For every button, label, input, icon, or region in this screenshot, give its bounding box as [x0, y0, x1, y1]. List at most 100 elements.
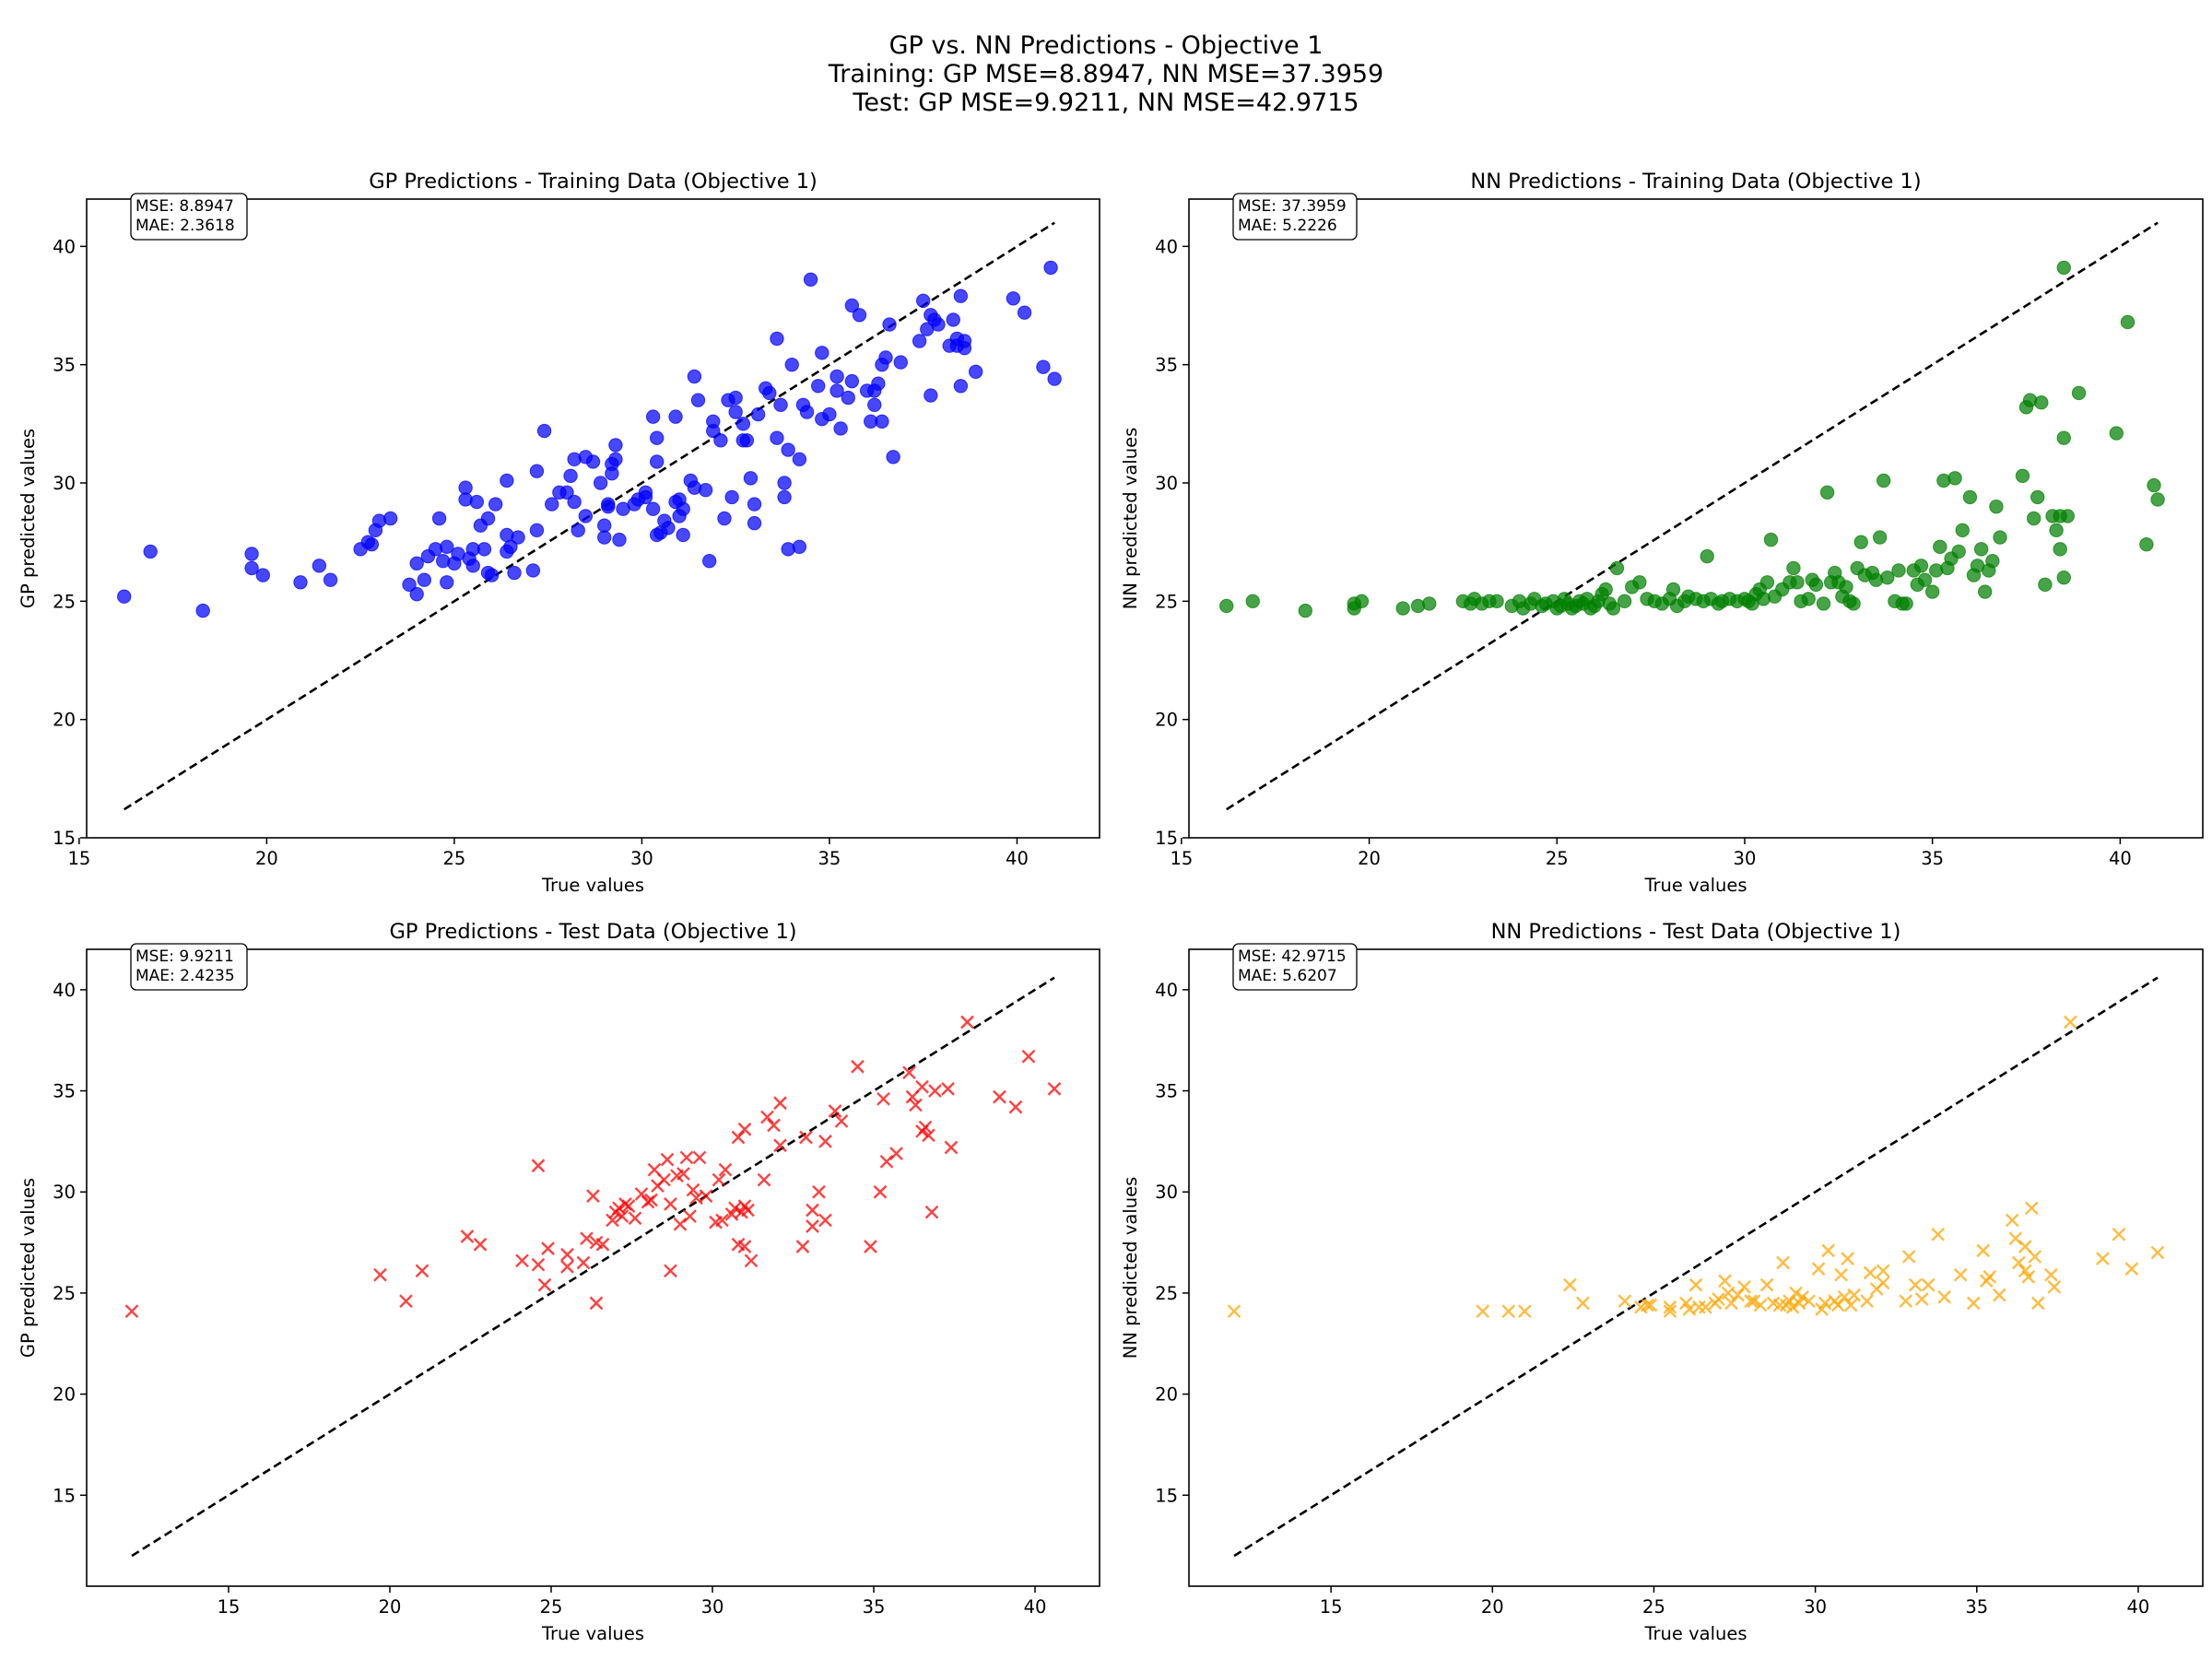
nn-train-ytick-label: 35 [1155, 355, 1178, 376]
gp-train-point [529, 523, 545, 538]
nn-train-point [2026, 511, 2041, 526]
nn-train-title: NN Predictions - Training Data (Objectiv… [1470, 170, 1921, 194]
nn-train-point [2109, 426, 2124, 441]
gp-train-point [1047, 371, 1062, 386]
gp-test-point [873, 1184, 888, 1199]
nn-train-ylabel: NN predicted values [1120, 428, 1141, 610]
nn-test-xtick-label: 15 [1320, 1596, 1343, 1618]
nn-test-point [1563, 1277, 1577, 1292]
gp-test-point [124, 1304, 139, 1319]
nn-test-mae-label: MAE: 5.6207 [1238, 967, 1337, 985]
nn-test-point [2124, 1262, 2139, 1276]
gp-test-point [589, 1296, 604, 1311]
nn-train-point [1245, 594, 1260, 609]
gp-train-point [777, 489, 792, 505]
nn-test-title: NN Predictions - Test Data (Objective 1) [1491, 920, 1901, 944]
nn-test-panel: 15 20 25 30 35 40 15 20 25 30 35 40 NN Predictions -… [1120, 920, 2204, 1644]
gp-train-point [833, 421, 848, 436]
gp-train-point [687, 369, 702, 384]
gp-test-xtick-label: 15 [218, 1596, 241, 1618]
gp-train-point [803, 272, 818, 287]
nn-train-point [1880, 570, 1895, 585]
nn-test-point [1724, 1296, 1738, 1311]
gp-train-point [867, 397, 882, 412]
nn-train-point [1700, 548, 1714, 564]
nn-test-point [2112, 1227, 2126, 1241]
gp-train-ytick-label: 15 [53, 828, 76, 849]
gp-test-point [924, 1205, 939, 1219]
nn-train-point [1917, 572, 1933, 587]
gp-test-point [812, 1184, 826, 1199]
gp-train-point [701, 554, 717, 569]
gp-train-point [645, 501, 661, 516]
nn-train-xtick-label: 25 [1546, 848, 1569, 869]
nn-test-identity-line [1233, 976, 2159, 1558]
nn-train-stats-frame [1232, 193, 1358, 241]
gp-train-point [750, 406, 766, 422]
gp-test-point [818, 1135, 832, 1148]
nn-test-point [1501, 1304, 1516, 1319]
gp-test-point [864, 1240, 877, 1253]
nn-test-xtick-label: 40 [2127, 1596, 2150, 1618]
nn-train-point [1872, 530, 1888, 545]
gp-train-point [747, 497, 762, 512]
gp-train-point [488, 497, 503, 512]
gp-train-point [770, 331, 784, 347]
gp-test-point [928, 1084, 942, 1098]
gp-train-point [507, 565, 522, 581]
gp-train-point [364, 537, 380, 552]
nn-test-point [1901, 1250, 1916, 1264]
nn-test-point [1747, 1294, 1761, 1309]
gp-train-point [811, 379, 826, 394]
gp-train-point [649, 454, 665, 469]
gp-train-point [875, 414, 889, 429]
nn-train-point [1985, 554, 2000, 569]
gp-test-ytick-label: 35 [53, 1081, 76, 1102]
gp-test-xlabel: True values [541, 1623, 644, 1644]
gp-test-point [902, 1065, 916, 1080]
gp-test-identity-line [131, 976, 1055, 1558]
nn-test-xtick-label: 25 [1642, 1596, 1665, 1618]
gp-train-axes-frame [86, 198, 1100, 839]
gp-train-point [480, 511, 496, 526]
gp-test-point [799, 1130, 813, 1145]
gp-test-point [657, 1172, 671, 1187]
nn-test-point [1860, 1294, 1875, 1309]
nn-test-point [1692, 1300, 1706, 1314]
nn-train-point [1395, 601, 1410, 616]
nn-train-ytick-label: 40 [1155, 236, 1178, 257]
gp-test-point [621, 1199, 636, 1213]
gp-train-point [815, 346, 830, 360]
nn-test-point [1841, 1252, 1854, 1265]
nn-test-point [1712, 1292, 1725, 1306]
gp-train-ytick-label: 30 [53, 473, 76, 494]
nn-test-point [2008, 1231, 2023, 1246]
gp-train-point [402, 577, 417, 593]
nn-train-point [2056, 260, 2071, 276]
nn-test-point [1921, 1277, 1936, 1292]
gp-test-point [373, 1267, 387, 1282]
gp-train-point [608, 452, 623, 467]
nn-train-mae-label: MAE: 5.2226 [1238, 217, 1337, 235]
gp-train-point [244, 560, 259, 576]
nn-train-xtick-label: 35 [1921, 848, 1944, 869]
gp-test-point [767, 1118, 781, 1133]
nn-train-xtick-label: 40 [2109, 848, 2132, 869]
gp-train-point [117, 589, 132, 604]
gp-test-point [415, 1264, 429, 1278]
nn-train-xtick-label: 20 [1358, 848, 1381, 869]
nn-test-ytick-label: 15 [1155, 1485, 1178, 1506]
gp-test-point [473, 1237, 488, 1252]
nn-test-point [1983, 1270, 1997, 1284]
nn-train-point [1839, 580, 1853, 594]
gp-train-point [567, 494, 582, 510]
gp-train-point [953, 288, 969, 303]
gp-test-axes-frame [86, 948, 1100, 1587]
gp-train-point [312, 559, 327, 573]
nn-train-point [1665, 582, 1681, 597]
gp-train-point [323, 572, 338, 587]
nn-test-point [1718, 1274, 1732, 1288]
gp-train-point [886, 450, 900, 465]
gp-train-ytick-label: 25 [53, 591, 76, 612]
